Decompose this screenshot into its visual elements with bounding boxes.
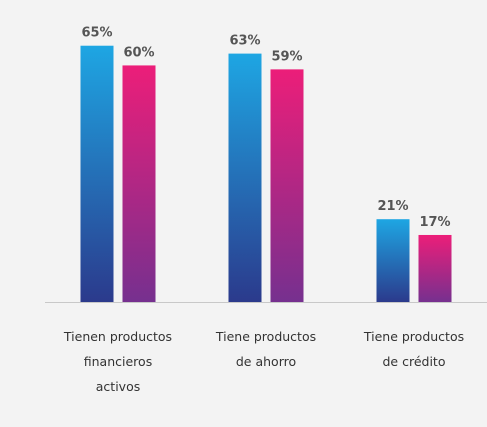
bar — [122, 65, 156, 302]
x-tick-label: Tiene productos de crédito — [363, 329, 465, 369]
bar — [80, 45, 114, 302]
value-label: 21% — [377, 199, 408, 214]
bar — [228, 53, 262, 302]
value-label: 65% — [81, 26, 112, 41]
value-label: 17% — [419, 215, 450, 230]
bar — [270, 69, 304, 302]
value-label: 63% — [229, 34, 260, 49]
value-label: 59% — [271, 49, 302, 64]
x-tick-label: Tiene productos de ahorro — [215, 329, 317, 369]
bar — [376, 219, 410, 302]
bar — [418, 234, 452, 302]
value-label: 60% — [123, 45, 154, 60]
x-tick-label: Tienen productos financieros activos — [63, 329, 173, 394]
